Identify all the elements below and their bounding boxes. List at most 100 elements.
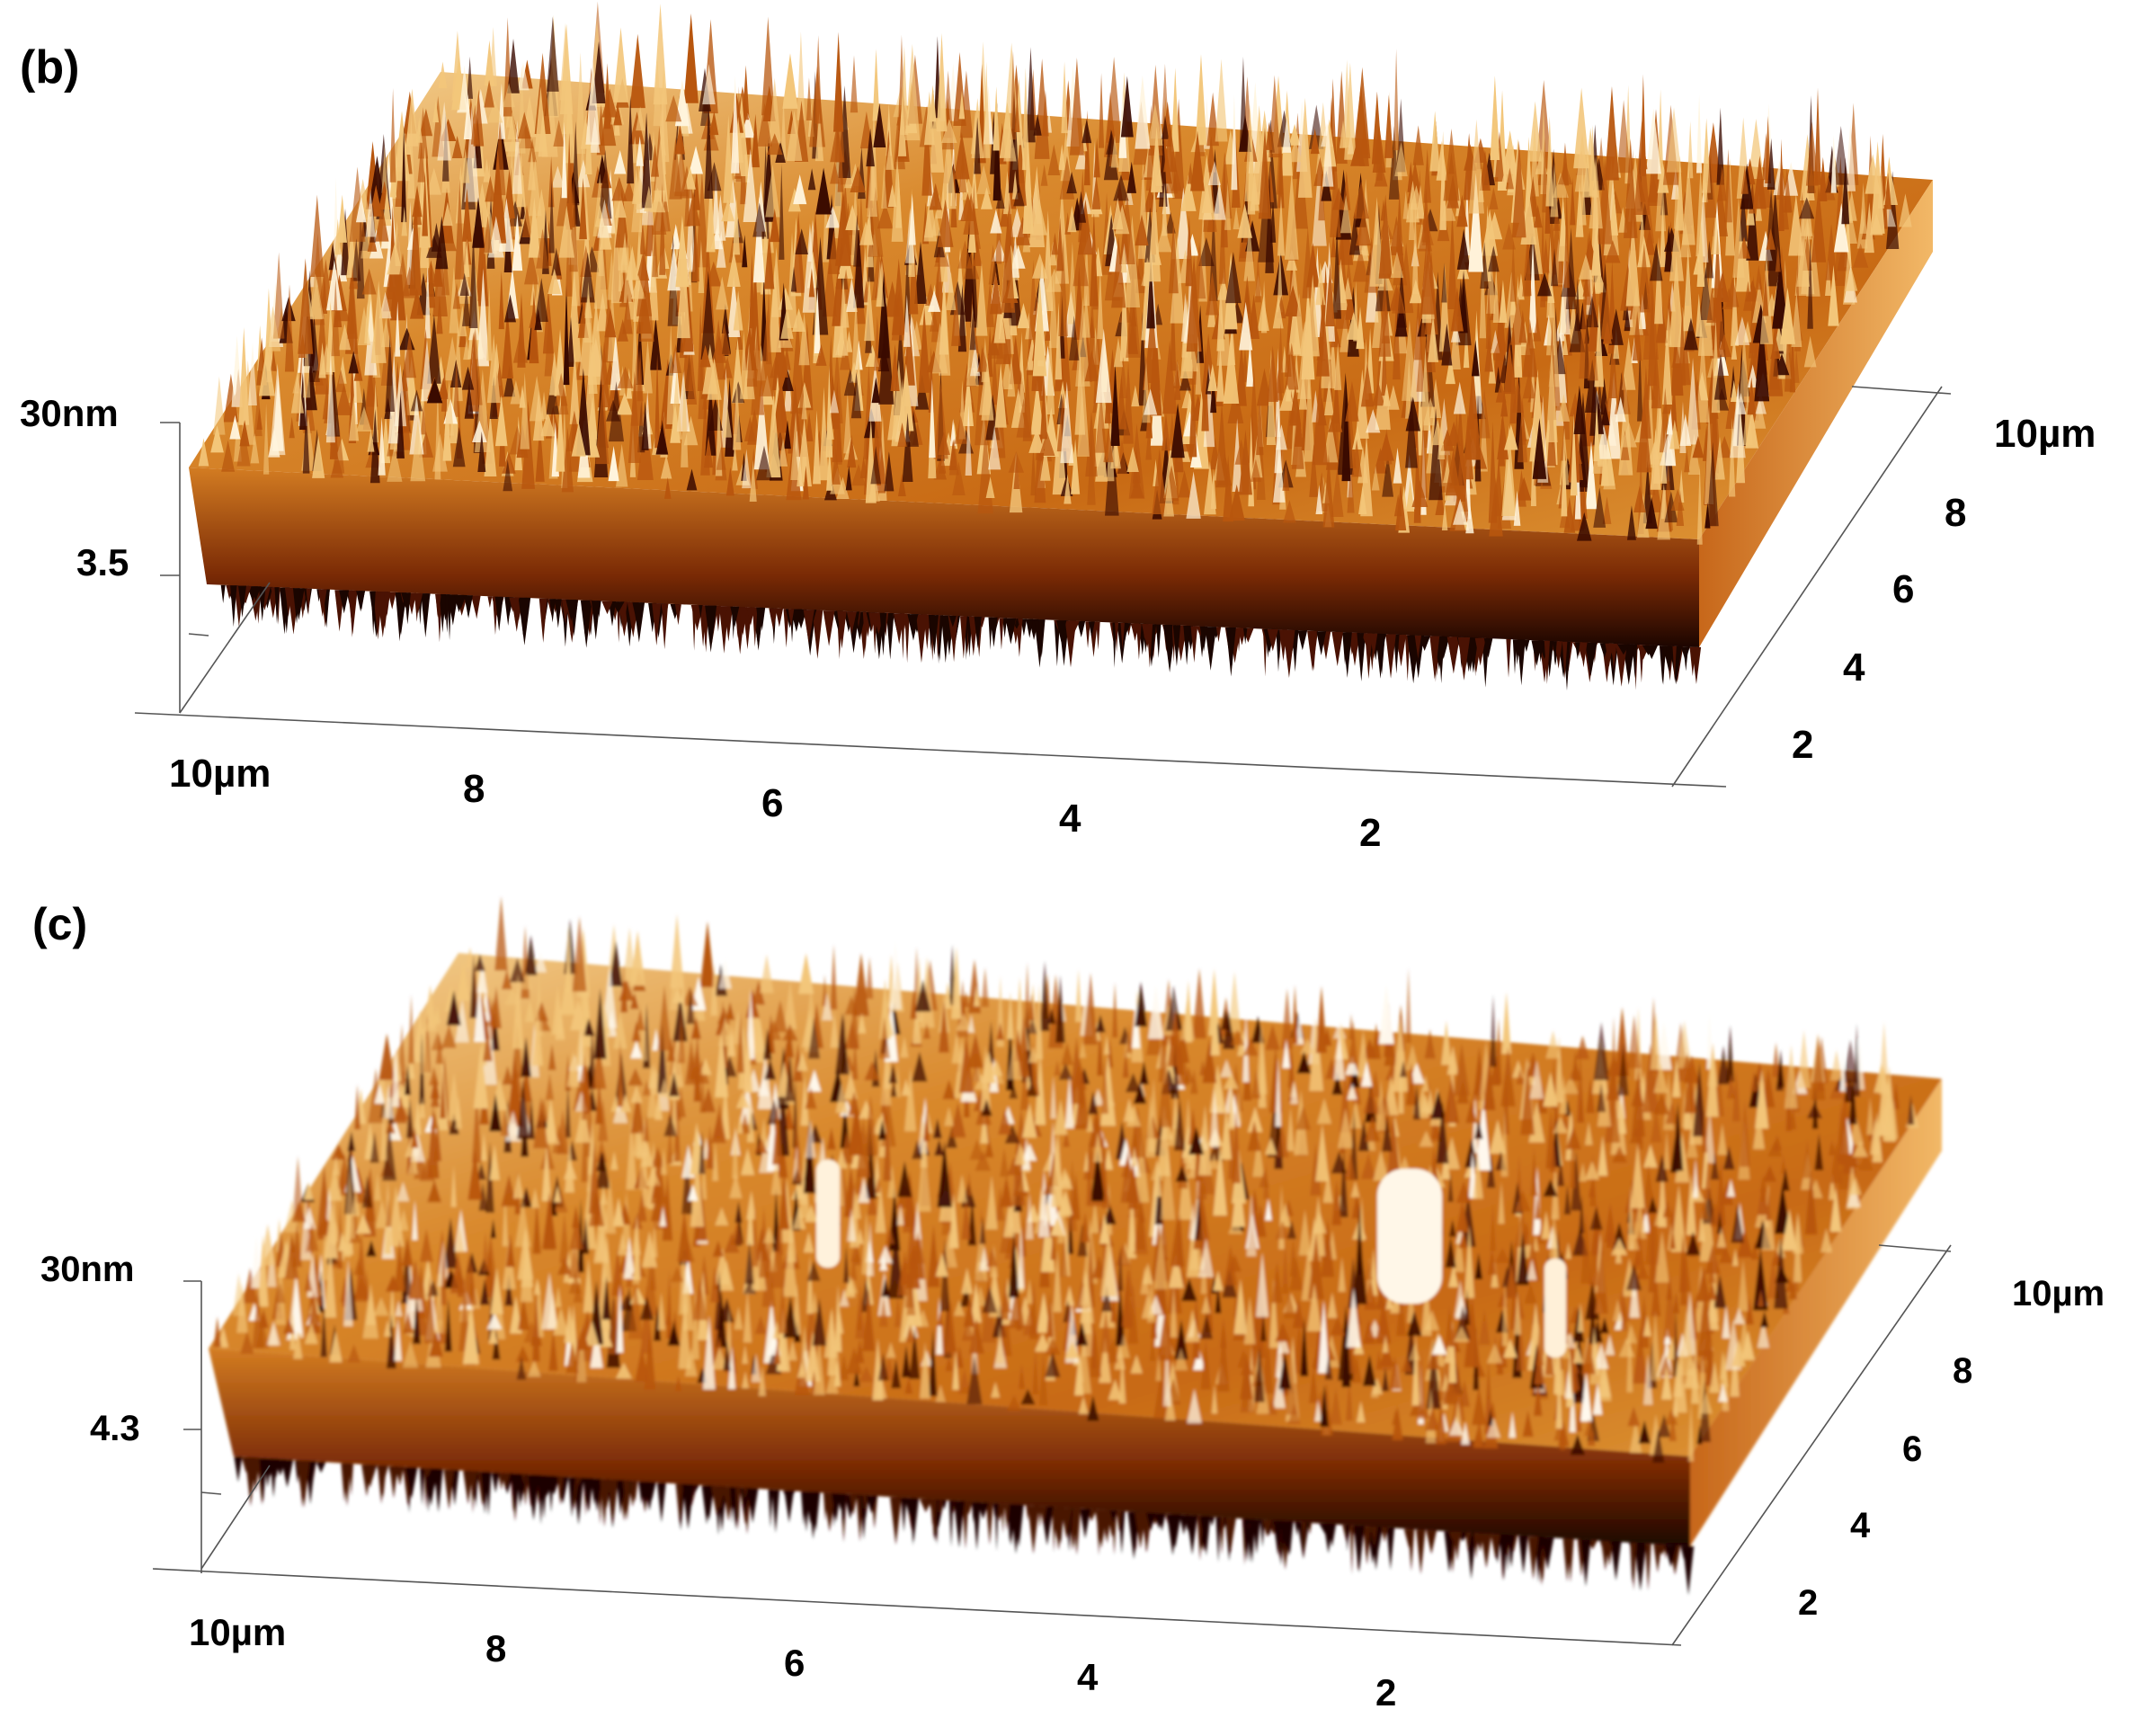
surface-peak xyxy=(1638,1420,1651,1444)
surface-peak xyxy=(415,117,423,143)
surface-peak xyxy=(1125,1073,1142,1092)
panel-b-label: (b) xyxy=(20,41,79,93)
surface-peak xyxy=(772,999,788,1033)
surface-peak xyxy=(540,412,556,437)
surface-peak xyxy=(941,119,957,144)
surface-peak xyxy=(626,245,639,280)
surface-peak xyxy=(486,100,503,123)
surface-peak xyxy=(504,1274,513,1306)
surface-peak xyxy=(1487,1248,1497,1276)
surface-peak xyxy=(1561,438,1568,517)
surface-peak xyxy=(389,88,396,183)
surface-peak xyxy=(402,1236,414,1267)
surface-peak xyxy=(520,372,530,450)
surface-peak xyxy=(243,1268,258,1304)
surface-peak xyxy=(988,244,998,285)
surface-peak xyxy=(969,312,976,351)
surface-peak xyxy=(524,935,538,975)
surface-peak xyxy=(866,128,875,167)
surface-peak xyxy=(671,369,682,440)
surface-peak xyxy=(704,102,714,199)
surface-peak xyxy=(1097,267,1104,340)
surface-valley xyxy=(1183,625,1190,665)
surface-peak xyxy=(1517,396,1528,463)
surface-peak xyxy=(814,111,824,162)
surface-peak xyxy=(1604,1202,1616,1243)
surface-peak xyxy=(630,1085,643,1103)
surface-peak xyxy=(963,370,974,427)
surface-peak xyxy=(716,276,729,310)
surface-peak xyxy=(1420,219,1436,315)
surface-peak xyxy=(886,102,892,156)
surface-peak xyxy=(1555,1036,1563,1103)
surface-peak xyxy=(1545,116,1554,207)
surface-peak xyxy=(1213,1270,1224,1291)
surface-peak xyxy=(1115,1285,1126,1347)
surface-peak xyxy=(1198,154,1215,220)
surface-peak xyxy=(1606,1230,1615,1248)
surface-peak xyxy=(622,293,633,334)
surface-peak xyxy=(396,253,410,297)
surface-peak xyxy=(1616,100,1631,174)
surface-peak xyxy=(827,229,841,274)
surface-peak xyxy=(1100,1056,1108,1114)
surface-peak xyxy=(1706,1011,1713,1070)
surface-valley xyxy=(960,616,967,659)
surface-peak xyxy=(326,259,343,311)
surface-peak xyxy=(731,76,740,174)
surface-peak xyxy=(337,194,348,243)
surface-peak xyxy=(1206,272,1219,316)
surface-peak xyxy=(502,1191,508,1247)
surface-peak xyxy=(1139,1061,1149,1085)
surface-peak xyxy=(692,1278,708,1321)
surface-peak xyxy=(1291,399,1304,469)
surface-peak xyxy=(1356,209,1372,246)
surface-peak xyxy=(1310,1142,1322,1196)
surface-peak xyxy=(676,240,690,339)
surface-peak xyxy=(1593,1343,1609,1369)
surface-peak xyxy=(1657,1413,1671,1438)
surface-peak xyxy=(1390,1295,1402,1313)
surface-peak xyxy=(608,445,619,482)
surface-peak xyxy=(595,385,610,465)
surface-peak xyxy=(1450,287,1464,332)
surface-peak xyxy=(1030,443,1037,496)
surface-peak xyxy=(1577,1302,1584,1332)
surface-peak xyxy=(575,52,586,155)
surface-peak xyxy=(896,1204,904,1225)
surface-peak xyxy=(236,425,251,467)
surface-peak xyxy=(1170,169,1182,191)
surface-peak xyxy=(1009,1279,1026,1329)
surface-valley xyxy=(518,597,531,645)
surface-peak xyxy=(1517,1231,1529,1286)
surface-peak xyxy=(451,136,463,158)
surface-peak xyxy=(1717,165,1727,201)
surface-peak xyxy=(500,1108,510,1137)
surface-peak xyxy=(566,166,575,227)
surface-peak xyxy=(420,403,427,435)
surface-peak xyxy=(468,230,478,328)
surface-peak xyxy=(731,1010,746,1045)
surface-peak xyxy=(394,363,407,427)
surface-peak xyxy=(1726,1179,1735,1197)
surface-peak xyxy=(1447,209,1457,309)
surface-peak xyxy=(394,111,410,182)
surface-peak xyxy=(1839,1048,1846,1091)
surface-valley xyxy=(230,585,237,628)
surface-peak xyxy=(1261,1335,1274,1394)
surface-peak xyxy=(527,1359,541,1377)
surface-peak xyxy=(699,1057,712,1075)
panel-b-x-tick-label: 4 xyxy=(1059,797,1081,841)
surface-peak xyxy=(1528,239,1537,334)
surface-peak xyxy=(510,379,522,405)
surface-peak xyxy=(1162,183,1168,236)
surface-peak xyxy=(1793,349,1800,383)
surface-peak xyxy=(1242,1011,1250,1082)
surface-peak xyxy=(1485,282,1492,350)
surface-peak xyxy=(663,1114,677,1136)
surface-peak xyxy=(1081,119,1092,144)
surface-peak xyxy=(1836,1102,1847,1162)
surface-peak xyxy=(792,1251,800,1269)
surface-peak xyxy=(952,461,966,495)
surface-peak xyxy=(1663,1129,1670,1170)
